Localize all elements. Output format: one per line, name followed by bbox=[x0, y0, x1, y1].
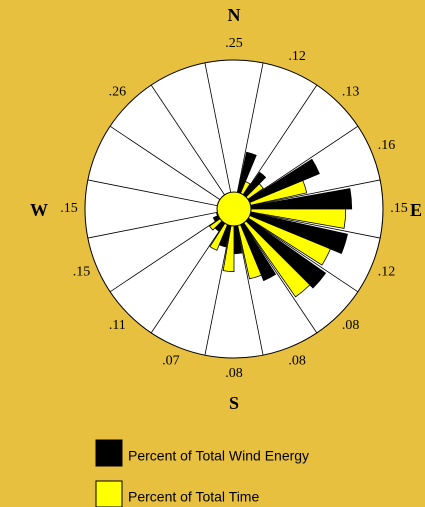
spoke bbox=[233, 62, 264, 210]
direction-label: .08 bbox=[342, 318, 360, 333]
direction-label: .25 bbox=[225, 36, 243, 51]
direction-label: .11 bbox=[109, 318, 126, 333]
wedge bbox=[233, 158, 320, 210]
direction-label: .13 bbox=[342, 85, 360, 100]
legend-swatch bbox=[95, 480, 123, 507]
legend-swatch bbox=[95, 439, 123, 467]
compass-label: S bbox=[229, 393, 239, 413]
spoke bbox=[233, 179, 381, 210]
compass-label: N bbox=[228, 5, 241, 25]
spoke bbox=[233, 208, 381, 239]
spoke bbox=[150, 84, 235, 210]
direction-label: .16 bbox=[378, 138, 396, 153]
direction-label: .07 bbox=[162, 354, 180, 369]
direction-label: .15 bbox=[60, 201, 78, 216]
legend-label: Percent of Total Time bbox=[128, 489, 259, 505]
direction-label: .08 bbox=[225, 366, 243, 381]
wedge bbox=[233, 208, 348, 254]
wedge bbox=[233, 208, 311, 298]
wedge bbox=[233, 208, 327, 289]
spokes bbox=[87, 62, 381, 356]
spoke bbox=[109, 125, 235, 210]
wedge bbox=[233, 208, 277, 282]
direction-label: .08 bbox=[288, 354, 306, 369]
direction-label: .26 bbox=[109, 85, 127, 100]
wedge bbox=[233, 208, 347, 229]
wedge bbox=[233, 179, 308, 210]
hub bbox=[216, 191, 252, 227]
compass-label: W bbox=[30, 200, 48, 220]
spoke bbox=[233, 84, 318, 210]
spoke bbox=[204, 208, 235, 356]
wedge bbox=[233, 188, 353, 210]
direction-label: .12 bbox=[288, 49, 306, 64]
wedge bbox=[233, 208, 262, 280]
spoke bbox=[233, 208, 264, 356]
spoke bbox=[233, 208, 318, 334]
compass-label: E bbox=[410, 200, 422, 220]
direction-label: .15 bbox=[73, 264, 91, 279]
spoke bbox=[109, 208, 235, 293]
direction-label: .12 bbox=[378, 264, 396, 279]
spoke bbox=[233, 125, 359, 210]
spoke bbox=[150, 208, 235, 334]
spoke bbox=[87, 179, 235, 210]
spoke bbox=[204, 62, 235, 210]
wedge bbox=[233, 208, 331, 266]
direction-label: .15 bbox=[390, 201, 408, 216]
legend-label: Percent of Total Wind Energy bbox=[128, 448, 309, 464]
spoke bbox=[233, 208, 359, 293]
spoke bbox=[87, 208, 235, 239]
